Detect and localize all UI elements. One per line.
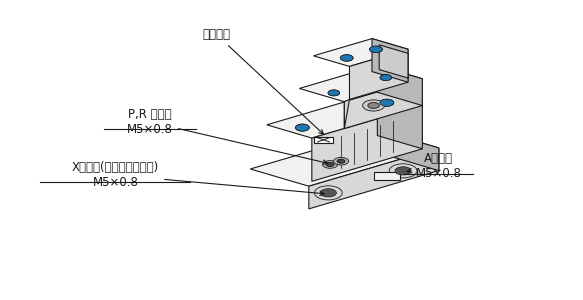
- Circle shape: [340, 55, 353, 61]
- Circle shape: [389, 164, 417, 178]
- Circle shape: [380, 75, 392, 80]
- Circle shape: [328, 90, 340, 96]
- Circle shape: [328, 90, 340, 96]
- Circle shape: [314, 186, 342, 200]
- Polygon shape: [349, 49, 408, 99]
- Text: Aポート
M5×0.8: Aポート M5×0.8: [407, 152, 462, 180]
- Circle shape: [340, 55, 353, 61]
- Circle shape: [337, 159, 345, 163]
- Text: Xポート(外部パイロット)
M5×0.8: Xポート(外部パイロット) M5×0.8: [72, 161, 324, 196]
- Polygon shape: [377, 65, 422, 106]
- Circle shape: [296, 124, 309, 131]
- Polygon shape: [314, 39, 408, 66]
- Circle shape: [380, 99, 394, 106]
- Polygon shape: [345, 99, 349, 128]
- Polygon shape: [250, 131, 439, 186]
- Polygon shape: [372, 39, 408, 82]
- Circle shape: [320, 189, 336, 197]
- Text: P,R ポート
M5×0.8: P,R ポート M5×0.8: [127, 108, 328, 164]
- Circle shape: [322, 160, 338, 168]
- Polygon shape: [309, 148, 439, 209]
- Polygon shape: [379, 45, 408, 78]
- Polygon shape: [267, 92, 422, 138]
- Circle shape: [326, 162, 334, 167]
- Polygon shape: [299, 65, 422, 102]
- Polygon shape: [377, 92, 422, 149]
- Circle shape: [370, 46, 382, 52]
- Circle shape: [296, 124, 309, 131]
- Circle shape: [380, 75, 392, 80]
- Polygon shape: [312, 106, 422, 182]
- Circle shape: [363, 100, 385, 111]
- Polygon shape: [345, 79, 422, 128]
- Polygon shape: [380, 131, 439, 171]
- Polygon shape: [314, 137, 333, 143]
- Polygon shape: [374, 172, 399, 179]
- Circle shape: [333, 158, 349, 165]
- Circle shape: [370, 46, 382, 52]
- Text: 図マーク: 図マーク: [202, 28, 324, 134]
- Circle shape: [380, 99, 394, 106]
- Circle shape: [368, 103, 380, 108]
- Circle shape: [395, 167, 411, 175]
